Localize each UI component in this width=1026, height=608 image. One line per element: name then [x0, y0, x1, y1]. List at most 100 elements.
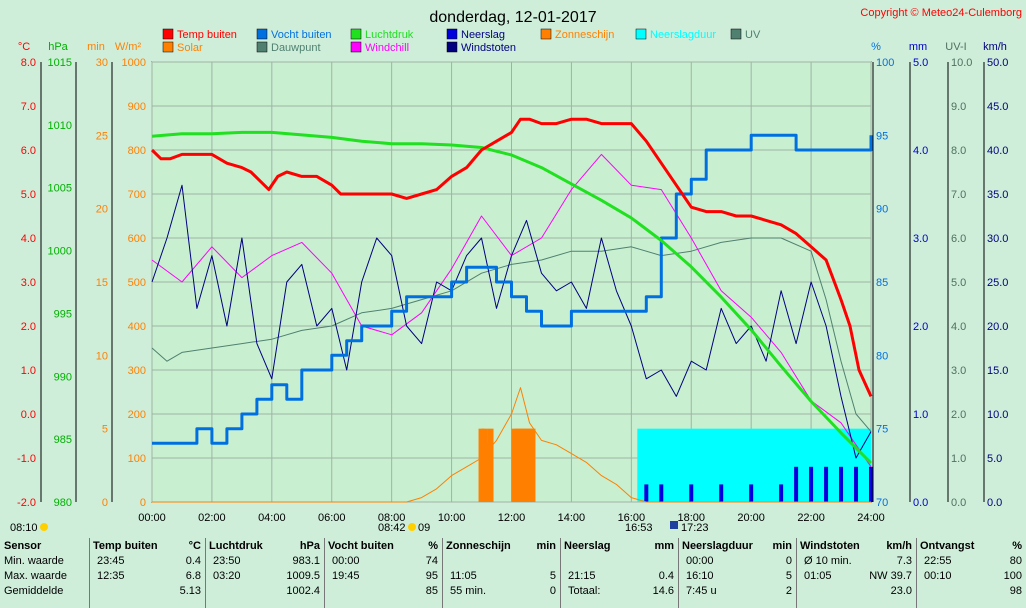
legend-label: Neerslag [461, 29, 505, 41]
stats-cell-value: 5 [549, 570, 556, 582]
sunmin-tick: 30 [96, 57, 108, 69]
neerslag-bar [689, 484, 694, 502]
legend-label: Windstoten [461, 42, 516, 54]
time-tick: 00:00 [138, 512, 166, 524]
time-tick: 18:00 [677, 512, 705, 524]
stats-column: Sensor Min. waarde Max. waarde Gemiddelde [4, 538, 85, 608]
windstoten-line [151, 184, 872, 459]
rain-tick: 5.0 [913, 57, 928, 69]
uv-tick: 3.0 [951, 365, 966, 377]
wind-tick: 0.0 [987, 497, 1002, 509]
stats-cell-value: 14.6 [652, 585, 674, 597]
stats-separator [89, 538, 90, 608]
stats-separator [916, 538, 917, 608]
temp-tick: 5.0 [21, 189, 36, 201]
pressure-axis-unit: hPa [48, 41, 68, 53]
solar-tick: 300 [128, 365, 146, 377]
stats-column: Windstoten km/h Ø 10 min. 7.3 01:05 NW 39.7 23… [800, 538, 912, 608]
time-tick: 24:00 [857, 512, 885, 524]
sunrise-time: 08:42 [378, 522, 406, 534]
stats-cell-value: 983.1 [292, 555, 320, 567]
pressure-tick: 995 [54, 308, 72, 320]
temp-tick: 7.0 [21, 101, 36, 113]
humidity-axis-unit: % [871, 41, 881, 53]
stats-cell-value: 5.13 [179, 585, 201, 597]
stats-cell-value: 6.8 [185, 570, 201, 582]
bar-layer [478, 428, 873, 502]
moonset-icon [670, 521, 678, 529]
rain-tick: 4.0 [913, 145, 928, 157]
uv-tick: 9.0 [951, 101, 966, 113]
legend-swatch [540, 28, 552, 40]
time-tick: 20:00 [737, 512, 765, 524]
wind-tick: 50.0 [987, 57, 1008, 69]
copyright-text: Copyright © Meteo24-Culemborg [860, 7, 1022, 19]
rain-tick: 3.0 [913, 233, 928, 245]
pressure-tick: 1015 [48, 57, 72, 69]
stats-cell-value: 95 [425, 570, 438, 582]
legend-label: UV [745, 29, 761, 41]
stats-column: Temp buiten °C 23:45 0.4 12:35 6.8 5.13 [93, 538, 201, 608]
legend-swatch [446, 28, 458, 40]
moonrise-time: 08:10 [10, 522, 38, 534]
wind-tick: 25.0 [987, 277, 1008, 289]
temp-tick: 4.0 [21, 233, 36, 245]
legend: Temp buiten Vocht buiten Luchtdruk Neerslag… [162, 28, 761, 54]
stats-cell-label: 00:00 [332, 555, 360, 567]
neerslag-bar [779, 484, 784, 502]
solar-tick: 400 [128, 321, 146, 333]
stats-column-unit: °C [188, 540, 201, 552]
sun-day-number: 09 [418, 522, 430, 534]
time-tick: 22:00 [797, 512, 825, 524]
legend-label: Vocht buiten [271, 29, 332, 41]
neerslag-bar [659, 484, 664, 502]
rain-axis-unit: mm [909, 41, 927, 53]
stats-column: Vocht buiten% 00:00 74 19:45 95 85 [328, 538, 438, 608]
wind-tick: 35.0 [987, 189, 1008, 201]
rain-tick: 0.0 [913, 497, 928, 509]
stats-column-title: Luchtdruk [209, 540, 263, 552]
sunset-time: 16:53 [625, 522, 653, 534]
stats-separator [560, 538, 561, 608]
stats-separator [442, 538, 443, 608]
stats-column-title: Temp buiten [93, 540, 158, 552]
neerslag-bar [794, 466, 799, 502]
solar-tick: 1000 [122, 57, 146, 69]
stats-cell-label: 23:50 [213, 555, 241, 567]
temp-tick: 3.0 [21, 277, 36, 289]
legend-label: Luchtdruk [365, 29, 414, 41]
stats-cell-label: 7:45 u [686, 585, 717, 597]
stats-cell-value: 7.3 [896, 555, 912, 567]
stats-column-title: Vocht buiten [328, 540, 394, 552]
stats-separator [205, 538, 206, 608]
zonneschijn-bar [487, 428, 494, 502]
stats-column: Luchtdruk hPa 23:50 983.1 03:20 1009.5 1002.4 [209, 538, 320, 608]
legend-swatch [350, 41, 362, 53]
neerslagduur-bar [637, 428, 871, 502]
legend-swatch [446, 41, 458, 53]
chart-title: donderdag, 12-01-2017 [429, 9, 596, 26]
temp-tick: -2.0 [17, 497, 36, 509]
stats-separator [678, 538, 679, 608]
solar-tick: 900 [128, 101, 146, 113]
stats-cell-value: 1009.5 [286, 570, 320, 582]
wind-tick: 30.0 [987, 233, 1008, 245]
stats-column: Zonneschijn min 11:05 5 55 min. 0 [446, 538, 556, 608]
stats-table: Sensor Min. waarde Max. waarde Gemiddelde Te… [0, 538, 1026, 608]
sunmin-tick: 10 [96, 350, 108, 362]
sunmin-tick: 25 [96, 130, 108, 142]
humidity-tick: 75 [876, 424, 888, 436]
uv-tick: 10.0 [951, 57, 972, 69]
stats-cell-label: Gemiddelde [4, 585, 64, 597]
time-tick: 02:00 [198, 512, 226, 524]
stats-cell-label: 19:45 [332, 570, 360, 582]
time-tick: 04:00 [258, 512, 286, 524]
stats-column-unit: mm [654, 540, 674, 552]
pressure-tick: 990 [54, 371, 72, 383]
stats-cell-label: 01:05 [804, 570, 832, 582]
sunmin-tick: 20 [96, 204, 108, 216]
stats-column-title: Windstoten [800, 540, 860, 552]
uv-tick: 2.0 [951, 409, 966, 421]
wind-tick: 20.0 [987, 321, 1008, 333]
stats-column-unit: % [428, 540, 438, 552]
